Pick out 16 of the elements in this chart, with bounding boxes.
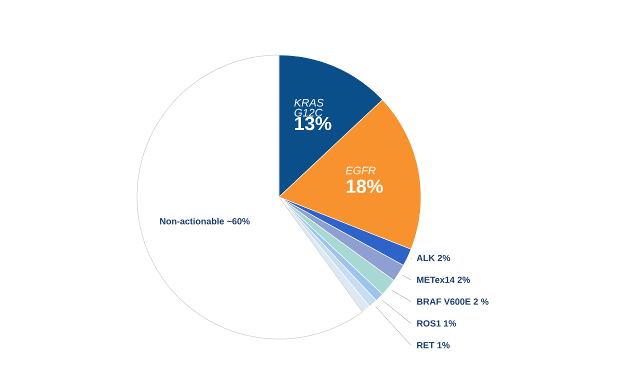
data-label: 1%	[444, 320, 456, 327]
data-label: 13%	[295, 116, 332, 130]
slice-label: ROS1	[417, 320, 441, 327]
slice-label: METex14	[417, 276, 455, 283]
slice-label: Non-actionable	[160, 218, 224, 224]
data-label: ~60%	[227, 218, 250, 224]
slice-label: KRAS G12C	[294, 98, 324, 117]
data-label: 18%	[346, 180, 383, 193]
slice-label: BRAF V600E	[417, 298, 470, 305]
slice-label: ALK	[416, 254, 435, 262]
data-label: 2 %	[474, 298, 489, 305]
slice-label: RET	[417, 342, 434, 348]
data-label: 2%	[458, 276, 470, 283]
data-label: 1%	[438, 342, 450, 348]
slice-label: EGFR	[346, 166, 376, 174]
data-label: 2%	[438, 254, 450, 262]
